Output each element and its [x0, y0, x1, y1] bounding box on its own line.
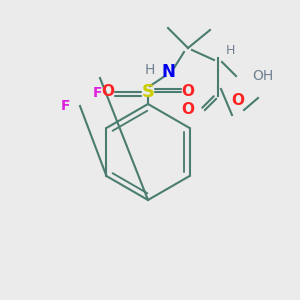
Text: H: H — [226, 44, 236, 56]
Text: O: O — [181, 103, 194, 118]
Text: O: O — [232, 93, 244, 108]
Text: OH: OH — [252, 69, 273, 83]
Text: F: F — [93, 86, 103, 100]
Text: O: O — [182, 85, 194, 100]
Text: F: F — [61, 99, 70, 113]
Text: N: N — [161, 63, 175, 81]
Text: H: H — [145, 63, 155, 77]
Text: S: S — [142, 83, 154, 101]
Text: O: O — [101, 85, 115, 100]
